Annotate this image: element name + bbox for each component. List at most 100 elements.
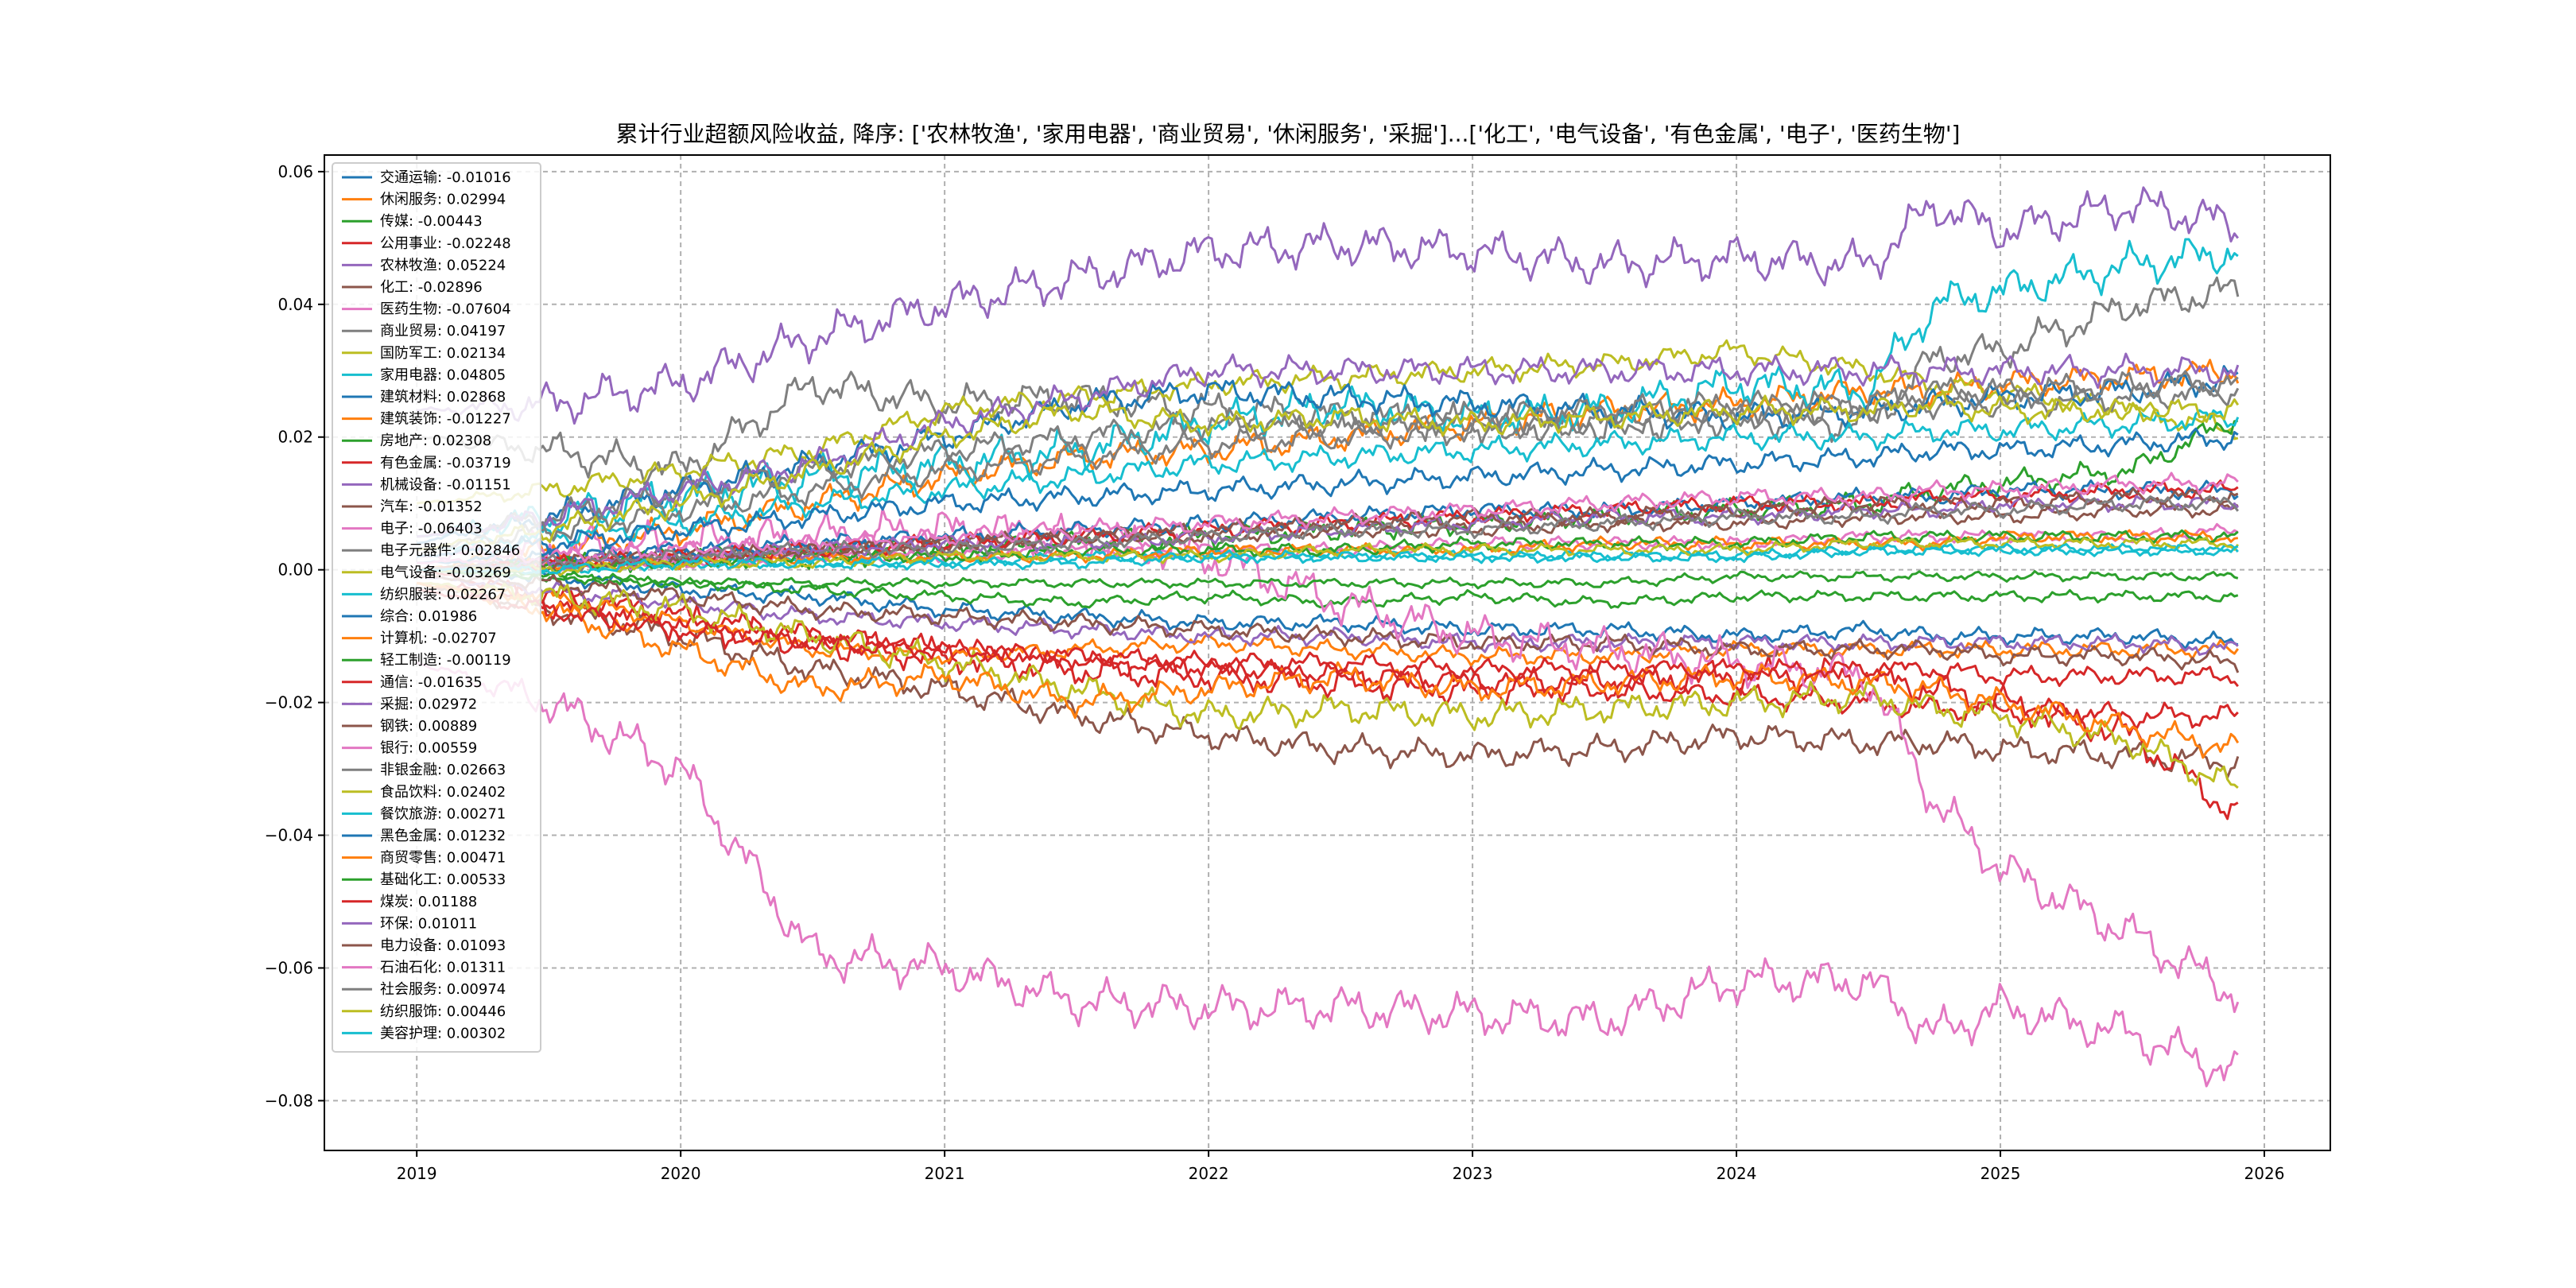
legend-separator: :: [437, 652, 447, 669]
series-line: [417, 391, 2240, 552]
series-line: [417, 568, 2239, 590]
legend-series-value: 0.01188: [418, 894, 477, 910]
legend-series-value: 0.00533: [447, 871, 506, 888]
legend-series-name: 化工: [380, 279, 409, 296]
legend-entry: 国防军工: 0.02134: [380, 345, 506, 362]
legend-separator: :: [409, 718, 418, 735]
series-line: [417, 542, 2239, 575]
legend-series-value: 0.00889: [418, 718, 477, 735]
legend-series-name: 石油石化: [380, 960, 437, 976]
legend-series-name: 农林牧渔: [380, 257, 437, 274]
legend-series-value: 0.02972: [418, 696, 477, 712]
y-tick-label: −0.04: [265, 826, 313, 845]
legend-series-value: 0.04805: [447, 367, 506, 383]
series-line: [416, 507, 2240, 1014]
legend-series-name: 食品饮料: [380, 784, 437, 801]
y-tick-label: 0.02: [277, 428, 313, 447]
legend-series-value: -0.06403: [418, 521, 483, 537]
legend-series-value: -0.03719: [447, 455, 511, 471]
legend-series-name: 医药生物: [380, 301, 437, 318]
series-line: [416, 581, 2240, 759]
legend-separator: :: [409, 279, 418, 296]
legend-series-name: 基础化工: [380, 871, 437, 888]
legend-entry: 计算机: -0.02707: [380, 630, 497, 647]
y-tick-label: −0.02: [265, 693, 313, 712]
legend-series-value: 0.02663: [447, 762, 506, 778]
legend-series-value: 0.02267: [447, 586, 506, 603]
legend-series-value: 0.00271: [447, 805, 506, 822]
legend-series-name: 轻工制造: [380, 652, 437, 669]
legend-series-name: 通信: [380, 674, 409, 691]
legend-entry: 纺织服饰: 0.00446: [380, 1003, 506, 1020]
legend-separator: :: [409, 674, 418, 691]
legend-series-value: -0.02896: [418, 279, 483, 296]
legend-entry: 社会服务: 0.00974: [380, 981, 506, 998]
legend-separator: :: [409, 499, 418, 515]
legend-entry: 休闲服务: 0.02994: [380, 192, 506, 208]
legend-series-name: 休闲服务: [380, 192, 437, 208]
legend-separator: :: [437, 871, 447, 888]
legend-series-value: 0.00559: [418, 740, 477, 757]
legend-series-name: 家用电器: [380, 367, 437, 383]
legend-series-name: 建筑材料: [380, 389, 437, 405]
legend-separator: :: [452, 542, 461, 559]
legend-series-value: 0.00446: [447, 1003, 506, 1020]
x-tick-label: 2026: [2244, 1164, 2285, 1183]
legend-entry: 电子: -0.06403: [380, 521, 483, 537]
legend-entry: 机械设备: -0.01151: [380, 476, 511, 493]
x-tick-label: 2021: [925, 1164, 965, 1183]
legend-entry: 交通运输: -0.01016: [380, 169, 511, 186]
legend-series-name: 计算机: [380, 630, 423, 647]
legend: 交通运输: -0.01016 休闲服务: 0.02994 传媒: -0.00443 公…: [332, 162, 541, 1053]
legend-series-value: 0.01311: [447, 960, 506, 976]
series-line: [417, 471, 2239, 566]
legend-entry: 黑色金属: 0.01232: [380, 828, 506, 844]
series-line: [416, 365, 2239, 545]
legend-entry: 餐饮旅游: 0.00271: [380, 805, 506, 822]
legend-series-name: 商业贸易: [380, 323, 437, 339]
legend-series-value: 0.00471: [447, 850, 506, 867]
legend-separator: :: [409, 740, 418, 757]
series-line: [417, 536, 2240, 576]
legend-entry: 化工: -0.02896: [380, 279, 483, 296]
legend-separator: :: [437, 455, 447, 471]
y-tick-label: 0.06: [277, 162, 313, 181]
legend-series-name: 美容护理: [380, 1025, 437, 1042]
legend-series-name: 银行: [380, 740, 409, 757]
legend-separator: :: [437, 389, 447, 405]
legend-series-value: 0.00974: [447, 981, 506, 998]
x-tick-label: 2019: [397, 1164, 437, 1183]
legend-series-name: 汽车: [380, 499, 409, 515]
legend-series-value: -0.02707: [433, 630, 497, 647]
legend-entry: 家用电器: 0.04805: [380, 367, 506, 383]
legend-series-value: -0.01227: [447, 411, 511, 428]
legend-entry: 食品饮料: 0.02402: [380, 784, 506, 801]
legend-series-name: 煤炭: [380, 894, 409, 910]
legend-separator: :: [437, 828, 447, 844]
x-axis-ticks: 2019 2020 2021 2022 2023 2024 2025 2026: [397, 1150, 2285, 1183]
legend-series-name: 建筑装饰: [380, 411, 437, 428]
legend-separator: :: [437, 937, 447, 954]
legend-series-value: 0.00302: [447, 1025, 506, 1042]
series-line: [416, 379, 2240, 552]
legend-separator: :: [437, 411, 447, 428]
series-line: [417, 487, 2239, 572]
legend-series-name: 机械设备: [380, 476, 437, 493]
x-tick-label: 2023: [1453, 1164, 1493, 1183]
legend-entry: 非银金融: 0.02663: [380, 762, 506, 778]
legend-series-value: 0.02846: [461, 542, 520, 559]
legend-series-name: 综合: [380, 608, 409, 625]
legend-separator: :: [409, 894, 418, 910]
legend-series-name: 电气设备: [380, 564, 437, 581]
legend-entry: 美容护理: 0.00302: [380, 1025, 506, 1042]
legend-separator: :: [437, 1003, 447, 1020]
legend-series-value: -0.07604: [447, 301, 511, 318]
series-line: [417, 573, 2240, 673]
chart-title: 累计行业超额风险收益, 降序: ['农林牧渔', '家用电器', '商业贸易',…: [616, 121, 1961, 147]
series-line: [417, 370, 2239, 538]
legend-separator: :: [437, 784, 447, 801]
legend-series-value: -0.00443: [418, 213, 483, 230]
legend-entry: 石油石化: 0.01311: [380, 960, 506, 976]
